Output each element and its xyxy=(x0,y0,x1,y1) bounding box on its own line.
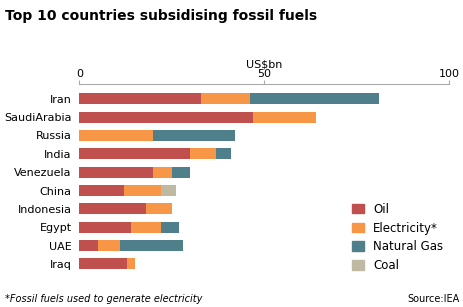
Bar xyxy=(98,240,120,251)
Bar xyxy=(216,148,231,159)
Bar xyxy=(79,111,253,122)
Text: Source:IEA: Source:IEA xyxy=(406,294,458,304)
Bar xyxy=(127,258,135,270)
Bar xyxy=(79,203,145,214)
Text: *Fossil fuels used to generate electricity: *Fossil fuels used to generate electrici… xyxy=(5,294,201,304)
Bar xyxy=(153,167,171,178)
Bar xyxy=(160,222,179,233)
Bar xyxy=(160,185,175,196)
Bar xyxy=(79,148,190,159)
Bar xyxy=(120,240,182,251)
Bar xyxy=(145,203,171,214)
X-axis label: US$bn: US$bn xyxy=(245,60,282,69)
Bar xyxy=(79,93,201,104)
Bar xyxy=(131,222,160,233)
Bar xyxy=(79,222,131,233)
Bar xyxy=(190,148,216,159)
Bar xyxy=(153,130,234,141)
Bar xyxy=(171,167,190,178)
Bar xyxy=(79,185,124,196)
Bar xyxy=(124,185,160,196)
Legend: Oil, Electricity*, Natural Gas, Coal: Oil, Electricity*, Natural Gas, Coal xyxy=(351,203,443,272)
Bar xyxy=(249,93,378,104)
Bar xyxy=(79,240,98,251)
Text: Top 10 countries subsidising fossil fuels: Top 10 countries subsidising fossil fuel… xyxy=(5,9,316,23)
Bar xyxy=(201,93,249,104)
Bar xyxy=(79,258,127,270)
Bar xyxy=(79,130,153,141)
Bar xyxy=(253,111,315,122)
Bar xyxy=(79,167,153,178)
